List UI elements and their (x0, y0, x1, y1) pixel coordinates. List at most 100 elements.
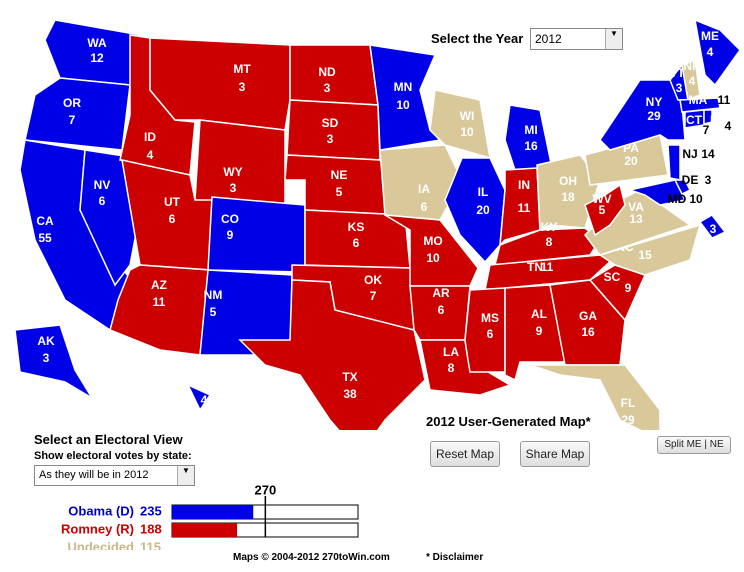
candidate-votes: 115 (140, 539, 161, 550)
state-votes: 20 (476, 203, 490, 217)
state-votes: 11 (153, 295, 166, 309)
state[interactable] (186, 383, 212, 412)
state[interactable] (429, 89, 491, 160)
state-votes: 6 (99, 194, 106, 208)
state[interactable] (464, 287, 506, 373)
disclaimer[interactable]: * Disclaimer (426, 552, 484, 563)
state-votes: 3 (705, 173, 712, 187)
state-abbr: GA (579, 309, 597, 323)
year-select[interactable]: 2012 ▼ (530, 28, 623, 50)
dropdown-arrow: ▼ (605, 29, 622, 49)
state[interactable] (694, 18, 741, 87)
state[interactable] (529, 364, 661, 430)
state-abbr: NY (646, 95, 663, 109)
state-abbr: TX (342, 370, 357, 384)
state-votes: 4 (725, 119, 732, 133)
state-votes: 15 (638, 248, 652, 262)
state-votes: 7 (703, 123, 710, 137)
state-votes: 3 (230, 181, 237, 195)
state[interactable] (667, 144, 681, 181)
state-votes: 5 (336, 185, 343, 199)
state-abbr: CT (686, 113, 703, 127)
state[interactable] (703, 109, 713, 125)
reset-button[interactable]: Reset Map (430, 441, 500, 467)
state-votes: 18 (561, 190, 575, 204)
us-map: WA12OR7CA55NV6ID4MT3WY3UT6AZ11CO9NM5ND3S… (14, 18, 741, 430)
state[interactable] (598, 223, 702, 276)
state[interactable] (684, 109, 705, 129)
share-button[interactable]: Share Map (520, 441, 590, 467)
state[interactable] (698, 214, 727, 239)
state[interactable] (504, 104, 553, 171)
state-votes: 9 (227, 228, 234, 242)
state-abbr: OH (559, 174, 577, 188)
state-votes: 11 (541, 260, 554, 274)
state-abbr: ME (701, 29, 719, 43)
dropdown-arrow: ▼ (177, 466, 194, 485)
state-votes: 6 (353, 236, 360, 250)
state-abbr: KY (541, 220, 558, 234)
state-votes: 4 (147, 148, 154, 162)
state[interactable] (627, 179, 687, 206)
state[interactable] (149, 37, 291, 131)
state[interactable] (444, 157, 506, 264)
state-votes: 7 (370, 289, 377, 303)
state-votes: 13 (629, 212, 643, 226)
candidate-votes: 188 (140, 521, 162, 536)
state-abbr: MT (233, 62, 251, 76)
state-votes: 29 (647, 109, 661, 123)
year-value: 2012 (535, 32, 562, 46)
state[interactable] (238, 279, 426, 430)
state-abbr: MN (394, 80, 413, 94)
state[interactable] (14, 324, 93, 399)
state[interactable] (681, 58, 701, 102)
state-abbr: KS (348, 220, 365, 234)
state[interactable] (24, 77, 131, 151)
state-votes: 10 (426, 251, 440, 265)
state-abbr: VA (628, 200, 644, 214)
state[interactable] (484, 254, 617, 291)
state-abbr: NE (331, 168, 348, 182)
state[interactable] (679, 97, 721, 113)
state-votes: 38 (343, 387, 357, 401)
state-votes: 4 (707, 45, 714, 59)
view-select[interactable]: As they will be in 2012 ▼ (34, 465, 195, 486)
state-abbr: OR (63, 96, 81, 110)
state-abbr: CA (36, 214, 54, 228)
split-button[interactable]: Split ME | NE (657, 436, 731, 454)
state-votes: 55 (38, 231, 52, 245)
state-votes: 10 (396, 98, 410, 112)
state-votes: 11 (718, 93, 731, 107)
state-abbr: WY (223, 165, 242, 179)
state-abbr: MS (481, 311, 499, 325)
state-votes: 16 (524, 139, 538, 153)
state-abbr: AZ (151, 278, 167, 292)
year-label: Select the Year (431, 31, 524, 46)
state-votes: 3 (43, 351, 50, 365)
state-abbr: AK (37, 334, 55, 348)
state-abbr: HI (176, 389, 188, 403)
state[interactable] (194, 119, 286, 206)
state-votes: 6 (421, 200, 428, 214)
state-votes: 14 (701, 147, 715, 161)
state[interactable] (599, 79, 686, 151)
state-abbr: IN (518, 178, 530, 192)
state-votes: 3 (239, 80, 246, 94)
state-abbr: WI (460, 109, 475, 123)
state-abbr: ID (144, 130, 156, 144)
state[interactable] (207, 196, 306, 273)
tally: Obama (D) 235 Romney (R) 188 Undecided 115 270 (61, 482, 359, 550)
state-abbr: TN (527, 260, 543, 274)
threshold-label: 270 (254, 482, 276, 497)
state-abbr: UT (164, 195, 181, 209)
state[interactable] (549, 279, 626, 366)
state-votes: 4 (201, 393, 208, 407)
state-votes: 5 (210, 305, 217, 319)
vote-bar (172, 523, 237, 537)
state-abbr: NJ (682, 147, 697, 161)
state-abbr: ND (318, 65, 336, 79)
state-votes: 10 (460, 125, 474, 139)
state[interactable] (584, 183, 626, 237)
state-votes: 12 (90, 51, 104, 65)
copyright: Maps © 2004-2012 270toWin.com (233, 552, 390, 563)
